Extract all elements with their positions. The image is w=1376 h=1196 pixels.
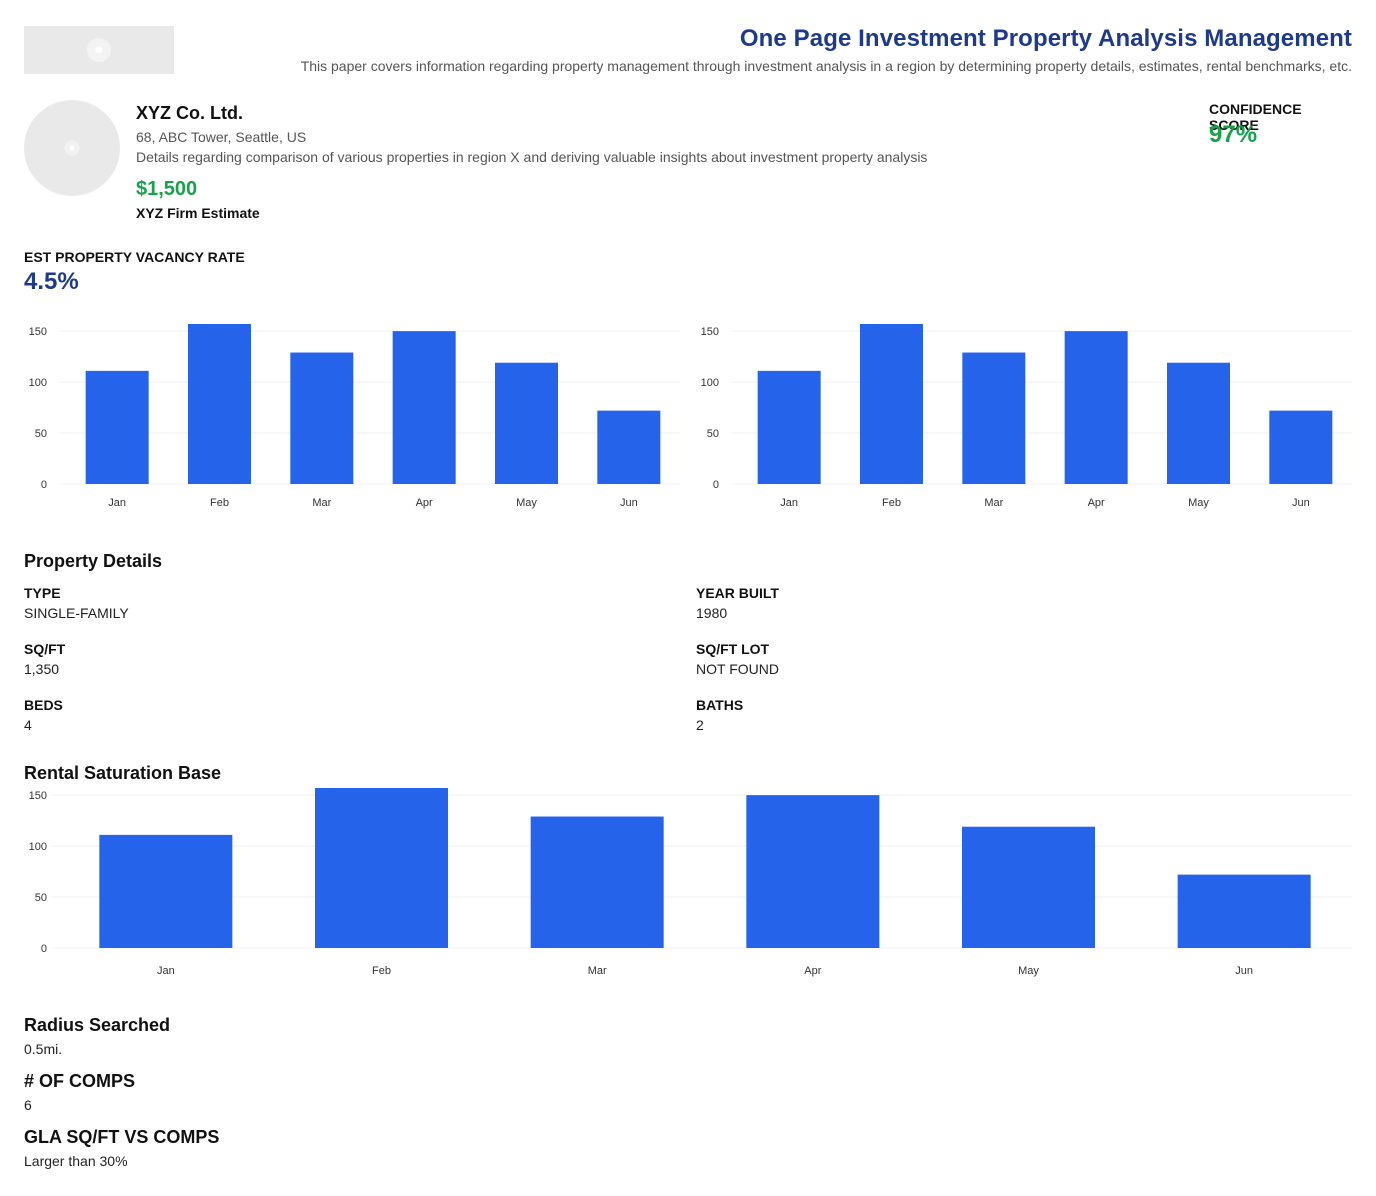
firm-estimate-value: $1,500: [136, 178, 198, 200]
image-placeholder-icon: [87, 38, 111, 62]
bar-jan: [85, 370, 149, 484]
confidence-score-value: 97%: [1209, 121, 1258, 148]
x-tick-label: Mar: [588, 965, 607, 977]
x-tick-label: Jun: [1235, 965, 1253, 977]
y-tick-label: 100: [29, 377, 47, 389]
image-placeholder-icon: [64, 140, 80, 156]
bar-mar: [290, 352, 354, 484]
sqft-lot-value: NOT FOUND: [696, 661, 779, 677]
firm-estimate-label: XYZ Firm Estimate: [136, 205, 260, 221]
x-tick-label: Feb: [372, 965, 391, 977]
company-description: Details regarding comparison of various …: [136, 149, 928, 165]
bar-feb: [315, 788, 448, 948]
logo-placeholder: [24, 26, 174, 74]
y-tick-label: 0: [41, 943, 47, 955]
y-tick-label: 50: [707, 428, 719, 440]
bar-jan: [757, 370, 821, 484]
y-tick-label: 150: [29, 790, 47, 802]
sqft-value: 1,350: [24, 661, 60, 677]
x-tick-label: Jan: [108, 497, 126, 509]
bar-may: [962, 826, 1095, 948]
x-tick-label: May: [516, 497, 537, 509]
gla-vs-comps-value: Larger than 30%: [24, 1153, 128, 1169]
sqft-label: SQ/FT: [24, 641, 66, 657]
y-tick-label: 150: [701, 326, 719, 338]
radius-searched-value: 0.5mi.: [24, 1041, 63, 1057]
vacancy-chart-right: 0 50 100 150 Jan Feb Mar Apr May Jun: [696, 312, 1352, 522]
company-avatar: [24, 100, 120, 196]
comps-count-value: 6: [24, 1097, 32, 1113]
bar-feb: [860, 324, 923, 484]
x-tick-label: Apr: [1088, 497, 1105, 509]
bar-may: [495, 362, 558, 484]
beds-value: 4: [24, 717, 32, 733]
year-built-value: 1980: [696, 605, 728, 621]
x-tick-label: May: [1188, 497, 1209, 509]
rental-saturation-title: Rental Saturation Base: [24, 763, 222, 783]
y-tick-label: 50: [35, 428, 47, 440]
page-title: One Page Investment Property Analysis Ma…: [739, 25, 1352, 52]
bar-chart-svg: 0 50 100 150 Jan Feb Mar Apr May Jun: [29, 788, 1352, 977]
y-tick-label: 150: [29, 326, 47, 338]
page-subtitle: This paper covers information regarding …: [300, 58, 1352, 74]
radius-searched-title: Radius Searched: [24, 1015, 171, 1035]
x-tick-label: Jun: [1292, 497, 1310, 509]
x-tick-label: Jan: [780, 497, 798, 509]
property-details-title: Property Details: [24, 551, 163, 571]
y-tick-label: 100: [29, 841, 47, 853]
x-tick-label: May: [1018, 965, 1039, 977]
x-tick-label: Apr: [416, 497, 433, 509]
vacancy-chart-left: 0 50 100 150 Jan Feb Mar Apr May Jun: [24, 312, 680, 522]
bar-jun: [1269, 410, 1333, 484]
x-tick-label: Mar: [312, 497, 331, 509]
x-tick-label: Feb: [882, 497, 901, 509]
bar-jun: [597, 410, 661, 484]
bar-mar: [530, 816, 664, 948]
bar-chart-svg: 0 50 100 150 Jan Feb Mar Apr May Jun: [29, 324, 680, 509]
company-name: XYZ Co. Ltd.: [136, 103, 243, 123]
type-value: SINGLE-FAMILY: [24, 605, 129, 621]
vacancy-rate-value: 4.5%: [24, 268, 79, 295]
bar-may: [1167, 362, 1230, 484]
beds-label: BEDS: [24, 697, 63, 713]
y-tick-label: 0: [713, 479, 719, 491]
year-built-label: YEAR BUILT: [696, 585, 779, 601]
x-tick-label: Feb: [210, 497, 229, 509]
bar-jun: [1177, 874, 1311, 948]
bar-chart-svg: 0 50 100 150 Jan Feb Mar Apr May Jun: [701, 324, 1352, 509]
x-tick-label: Jun: [620, 497, 638, 509]
sqft-lot-label: SQ/FT LOT: [696, 641, 770, 657]
bar-jan: [99, 834, 233, 948]
x-tick-label: Apr: [804, 965, 821, 977]
y-tick-label: 50: [35, 892, 47, 904]
type-label: TYPE: [24, 585, 61, 601]
x-tick-label: Jan: [157, 965, 175, 977]
bar-apr: [746, 795, 880, 948]
comps-count-title: # OF COMPS: [24, 1071, 136, 1091]
bar-apr: [1064, 331, 1128, 484]
vacancy-rate-label: EST PROPERTY VACANCY RATE: [24, 249, 245, 265]
rental-saturation-chart: 0 50 100 150 Jan Feb Mar Apr May Jun: [24, 776, 1352, 986]
y-tick-label: 100: [701, 377, 719, 389]
baths-label: BATHS: [696, 697, 744, 713]
confidence-score-label: CONFIDENCE SCORE: [1209, 101, 1302, 133]
x-tick-label: Mar: [984, 497, 1003, 509]
company-address: 68, ABC Tower, Seattle, US: [136, 129, 307, 145]
bar-feb: [188, 324, 251, 484]
gla-vs-comps-title: GLA SQ/FT VS COMPS: [24, 1127, 220, 1147]
bar-mar: [962, 352, 1026, 484]
y-tick-label: 0: [41, 479, 47, 491]
bar-apr: [392, 331, 456, 484]
baths-value: 2: [696, 717, 704, 733]
